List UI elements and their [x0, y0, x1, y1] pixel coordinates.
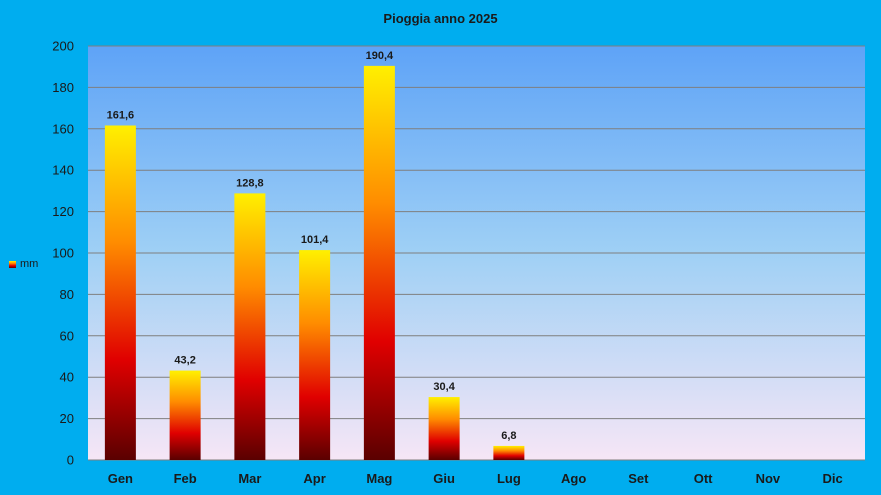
- data-label: 30,4: [433, 381, 455, 393]
- data-label: 190,4: [366, 50, 394, 62]
- x-tick-label: Nov: [756, 471, 781, 486]
- x-tick-label: Mag: [366, 471, 392, 486]
- x-tick-label: Ago: [561, 471, 586, 486]
- y-tick-label: 160: [52, 121, 74, 136]
- chart-title: Pioggia anno 2025: [383, 11, 498, 26]
- y-tick-label: 100: [52, 246, 74, 261]
- data-label: 6,8: [501, 430, 516, 442]
- bar: [104, 125, 136, 460]
- y-tick-label: 0: [67, 453, 74, 468]
- y-tick-label: 80: [60, 287, 74, 302]
- y-tick-label: 40: [60, 370, 74, 385]
- x-tick-label: Feb: [174, 471, 197, 486]
- x-tick-label: Gen: [108, 471, 133, 486]
- legend-label: mm: [20, 258, 39, 270]
- bar: [169, 370, 201, 460]
- bar: [299, 250, 331, 460]
- y-tick-label: 140: [52, 163, 74, 178]
- legend: mm: [9, 258, 38, 270]
- x-tick-label: Giu: [433, 471, 455, 486]
- data-label: 101,4: [301, 234, 329, 246]
- x-tick-label: Ott: [694, 471, 713, 486]
- x-tick-label: Lug: [497, 471, 521, 486]
- x-tick-label: Set: [628, 471, 649, 486]
- y-tick-label: 60: [60, 328, 74, 343]
- bar: [234, 193, 266, 460]
- data-label: 43,2: [174, 355, 195, 367]
- legend-swatch: [9, 260, 16, 268]
- y-tick-label: 200: [52, 39, 74, 54]
- x-tick-label: Mar: [238, 471, 261, 486]
- data-label: 128,8: [236, 177, 264, 189]
- bar: [363, 65, 395, 460]
- bar: [493, 445, 525, 460]
- x-tick-label: Dic: [823, 471, 843, 486]
- y-tick-label: 120: [52, 204, 74, 219]
- y-tick-label: 20: [60, 411, 74, 426]
- data-label: 161,6: [107, 109, 135, 121]
- y-tick-label: 180: [52, 80, 74, 95]
- bar: [428, 397, 460, 460]
- x-tick-label: Apr: [303, 471, 325, 486]
